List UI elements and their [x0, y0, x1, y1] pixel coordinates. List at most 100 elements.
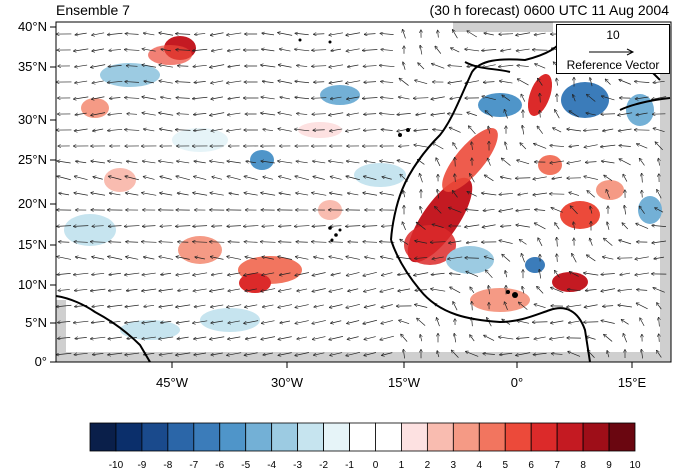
wind-vector	[329, 64, 344, 67]
wind-vector	[75, 33, 87, 35]
wind-vector	[432, 64, 445, 69]
wind-vector	[488, 126, 490, 134]
colorbar-swatch	[556, 422, 584, 452]
wind-vector	[363, 50, 378, 51]
wind-vector	[601, 273, 615, 274]
wind-vector	[125, 304, 139, 307]
wind-vector	[347, 336, 359, 340]
wind-vector	[57, 353, 72, 354]
wind-vector	[607, 351, 609, 358]
wind-vector	[194, 176, 207, 180]
wind-vector	[194, 129, 207, 130]
wind-vector	[110, 193, 121, 196]
wind-vector	[261, 242, 276, 243]
wind-vector	[144, 129, 155, 132]
wind-vector	[433, 129, 444, 130]
colorbar-label: -10	[109, 460, 124, 471]
colorbar-label: -1	[345, 460, 354, 471]
wind-vector	[227, 161, 241, 164]
wind-vector	[601, 145, 616, 147]
wind-vector	[653, 288, 665, 293]
wind-vector	[280, 272, 291, 275]
wind-vector	[329, 112, 344, 115]
colorbar-swatch	[271, 422, 299, 452]
wind-vector	[381, 257, 394, 260]
wind-vector	[415, 241, 428, 244]
wind-vector	[435, 207, 442, 214]
wind-vector	[228, 272, 241, 275]
wind-vector	[76, 161, 87, 163]
wind-vector	[348, 193, 359, 196]
wind-vector	[346, 257, 360, 260]
wind-vector	[653, 128, 665, 133]
wind-vector	[212, 272, 223, 275]
wind-vector	[312, 288, 326, 291]
wind-vector	[125, 176, 139, 181]
wind-vector	[381, 97, 394, 98]
wind-vector	[533, 192, 548, 195]
wind-vector	[211, 320, 223, 323]
wind-vector	[397, 160, 411, 164]
wind-vector	[572, 254, 577, 263]
wind-vector	[604, 335, 613, 342]
lat-tick-label: 10°N	[18, 277, 47, 292]
map-content	[56, 22, 671, 362]
wind-vector	[57, 273, 71, 274]
lat-tick-label: 35°N	[18, 59, 47, 74]
wind-vector	[517, 321, 530, 324]
wind-vector	[467, 31, 478, 38]
wind-vector	[261, 320, 275, 324]
wind-vector	[108, 161, 123, 164]
wind-vector	[517, 79, 529, 86]
wind-vector	[603, 128, 614, 131]
wind-vector	[280, 97, 290, 100]
wind-vector	[520, 143, 527, 150]
wind-vector	[329, 161, 344, 164]
wind-vector	[431, 273, 445, 274]
wind-vector	[227, 257, 242, 260]
wind-vector	[414, 145, 428, 148]
wind-vector	[312, 98, 327, 99]
wind-vector	[618, 128, 632, 131]
colorbar-label: 2	[425, 460, 431, 471]
wind-vector	[516, 32, 531, 36]
wind-vector	[623, 334, 628, 343]
wind-vector	[144, 33, 155, 36]
wind-vector	[635, 81, 650, 82]
wind-vector	[540, 110, 541, 118]
wind-vector	[485, 111, 493, 118]
wind-vector	[346, 303, 360, 307]
wind-vector	[364, 176, 377, 180]
wind-vector	[621, 320, 629, 325]
wind-vector	[262, 49, 275, 52]
wind-vector	[618, 305, 632, 308]
wind-vector	[280, 49, 291, 52]
wind-vector	[623, 174, 628, 182]
wind-vector	[569, 272, 579, 277]
wind-vector	[159, 161, 174, 164]
wind-vector	[74, 273, 89, 275]
wind-vector	[142, 336, 156, 339]
wind-vector	[619, 80, 631, 85]
wind-vector	[278, 33, 293, 36]
wind-vector	[244, 193, 258, 196]
wind-vector	[602, 96, 615, 101]
wind-vector	[363, 271, 377, 275]
wind-vector	[195, 257, 205, 260]
wind-vector	[567, 304, 582, 307]
wind-vector	[295, 49, 310, 51]
wind-vector	[418, 63, 425, 70]
wind-vector	[57, 161, 71, 164]
wind-vector	[313, 161, 326, 164]
wind-vector	[279, 288, 292, 292]
wind-vector	[455, 158, 456, 167]
wind-vector	[414, 129, 429, 130]
wind-vector	[295, 33, 309, 34]
wind-vector	[295, 272, 310, 276]
wind-vector	[467, 112, 477, 116]
wind-vector	[518, 192, 529, 195]
wind-vector	[212, 226, 223, 227]
wind-vector	[75, 80, 88, 83]
wind-vector	[125, 82, 139, 83]
wind-vector	[520, 240, 527, 245]
